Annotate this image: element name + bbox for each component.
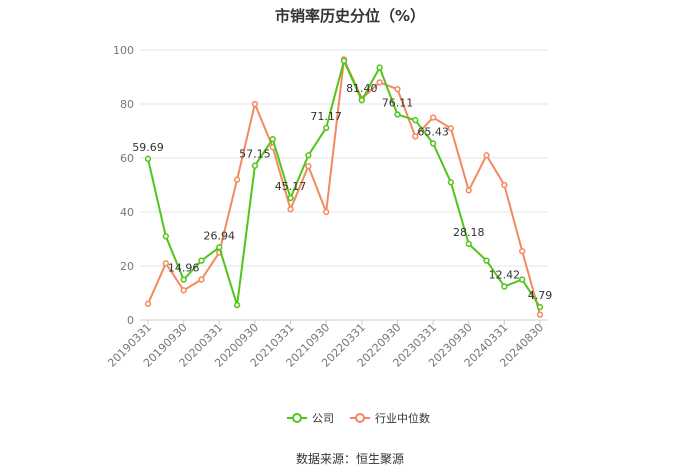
data-point xyxy=(251,100,259,108)
data-point xyxy=(465,187,472,194)
data-point xyxy=(394,111,401,118)
data-point xyxy=(340,57,348,64)
data-point xyxy=(519,248,526,255)
data-point xyxy=(233,302,241,309)
data-label: 59.69 xyxy=(132,141,164,154)
data-point xyxy=(501,283,508,290)
data-label: 28.18 xyxy=(453,226,485,239)
data-point xyxy=(376,64,383,71)
legend-swatch-marker xyxy=(355,413,365,423)
data-point xyxy=(198,276,205,283)
data-point xyxy=(269,135,276,143)
y-tick-label: 40 xyxy=(120,206,134,219)
data-point xyxy=(180,287,187,294)
data-point xyxy=(501,181,508,189)
data-point xyxy=(536,303,544,311)
data-point xyxy=(305,162,312,170)
data-point xyxy=(376,79,383,86)
series-line xyxy=(147,55,541,315)
legend-label: 公司 xyxy=(312,412,334,425)
data-label: 12.42 xyxy=(489,268,521,281)
legend-label: 行业中位数 xyxy=(375,411,430,425)
y-tick-label: 80 xyxy=(120,98,134,111)
data-point xyxy=(519,276,526,283)
data-point xyxy=(447,179,455,186)
legend-swatch-marker xyxy=(292,413,302,423)
legend-item[interactable]: 行业中位数 xyxy=(350,411,430,425)
grid-lines xyxy=(140,49,548,267)
data-point xyxy=(412,133,419,140)
data-label: 71.17 xyxy=(310,110,342,123)
y-axis-ticks: 0 20 40 60 80 100 xyxy=(113,44,134,327)
data-point xyxy=(198,257,205,264)
data-point xyxy=(447,125,455,132)
legend-item[interactable]: 公司 xyxy=(287,412,334,425)
data-point xyxy=(180,276,187,283)
data-point xyxy=(162,260,169,267)
data-point xyxy=(144,300,152,307)
data-point xyxy=(287,194,294,202)
data-point xyxy=(251,162,259,169)
data-point xyxy=(358,97,365,104)
y-tick-label: 60 xyxy=(120,152,134,165)
legend[interactable]: 公司 行业中位数 xyxy=(287,411,430,425)
data-point xyxy=(323,208,330,216)
data-point xyxy=(536,311,544,318)
data-label: 4.79 xyxy=(528,289,553,302)
data-point xyxy=(429,140,437,147)
data-label: 26.94 xyxy=(204,229,236,242)
data-point xyxy=(287,206,294,213)
data-point xyxy=(323,124,330,131)
data-point xyxy=(483,257,490,264)
data-label: 57.15 xyxy=(239,148,271,161)
x-axis: 2019033120190930202003312020093020210331… xyxy=(105,319,548,370)
data-point xyxy=(162,233,169,240)
data-label: 45.17 xyxy=(275,180,307,193)
data-point xyxy=(412,117,419,124)
data-label: 14.96 xyxy=(168,262,200,275)
data-point xyxy=(144,155,152,162)
y-tick-label: 0 xyxy=(127,314,134,327)
data-label: 76.11 xyxy=(382,97,414,110)
data-labels: 59.69 14.96 26.94 57.15 45.17 71.17 81.40 76.11… xyxy=(132,82,552,302)
series-lines xyxy=(144,55,544,318)
data-point xyxy=(429,114,437,121)
data-point xyxy=(394,86,401,93)
data-point xyxy=(216,244,223,251)
y-tick-label: 20 xyxy=(120,260,134,273)
y-tick-label: 100 xyxy=(113,44,134,57)
data-point xyxy=(483,152,490,159)
data-label: 65.43 xyxy=(417,125,449,138)
data-point xyxy=(465,240,472,248)
chart-title: 市销率历史分位（%） xyxy=(274,7,426,25)
data-point xyxy=(305,152,312,159)
data-point xyxy=(233,176,241,183)
data-source: 数据来源：恒生聚源 xyxy=(295,452,404,466)
data-label: 81.40 xyxy=(346,82,378,95)
